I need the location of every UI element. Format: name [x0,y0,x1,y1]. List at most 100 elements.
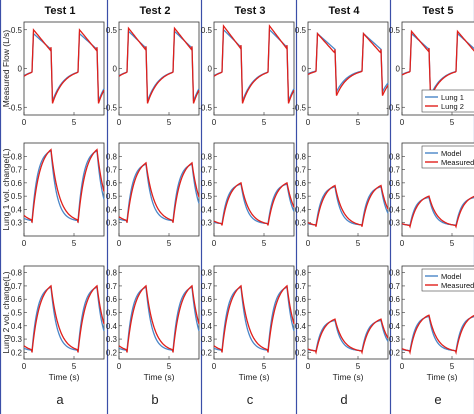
series-model [213,286,295,353]
y-tick-label: 0.4 [201,205,213,214]
panel-letter-e: e [434,392,441,407]
y-tick-label: 0.6 [201,179,213,188]
y-tick-label: 0.7 [201,166,213,175]
legend-label: Lung 2 [441,102,464,111]
x-tick-label: 5 [450,362,455,371]
y-tick-label: 0.3 [389,335,401,344]
y-tick-label: 0 [208,65,213,74]
y-tick-label: 0.6 [106,295,118,304]
y-tick-label: 0.8 [201,269,213,278]
panel-letter-c: c [247,392,254,407]
panel-r1-c4: -0.500.50 5 [292,21,389,127]
legend-label: Model [441,149,462,158]
y-tick-label: 0.7 [295,166,307,175]
series-lung-2 [23,28,105,104]
series-measured [118,284,200,353]
x-axis-label: Time (s) [427,372,458,382]
y-tick-label: 0 [302,65,307,74]
y-tick-label: 0.7 [201,282,213,291]
y-tick-label: -0.5 [198,103,212,112]
y-tick-label: 0.5 [295,26,307,35]
y-tick-label: 0.8 [295,152,307,161]
y-tick-label: 0.7 [389,282,401,291]
panel-r2-c3: 0.3 0.4 0.5 0.6 0.7 0.8 0 5 [201,142,295,248]
plot-frame [307,265,389,360]
series-model [118,286,200,353]
panel-r1-c1: -0.500.50 5 [8,21,105,127]
y-tick-label: 0.3 [295,219,307,228]
x-axis-label: Time (s) [49,372,80,382]
series-measured [118,161,200,223]
x-tick-label: 5 [262,118,267,127]
x-tick-label: 5 [450,118,455,127]
x-tick-label: 5 [356,118,361,127]
y-tick-label: 0.8 [106,152,118,161]
y-axis-label-row-1: Measured Flow (L/s) [1,30,11,108]
series-lung-2 [118,26,200,104]
column-title-4: Test 4 [329,5,361,17]
legend-label: Lung 1 [441,93,464,102]
y-tick-label: 0.5 [201,26,213,35]
y-tick-label: 0.3 [11,335,23,344]
y-tick-label: 0.7 [106,166,118,175]
y-tick-label: 0.4 [106,205,118,214]
y-tick-label: 0.6 [11,179,23,188]
series-model [23,286,105,353]
x-tick-label: 5 [356,239,361,248]
y-tick-label: 0.5 [106,192,118,201]
plot-frame [23,265,105,360]
y-tick-label: 0.4 [201,322,213,331]
column-title-1: Test 1 [45,5,76,17]
y-tick-label: 0.3 [106,335,118,344]
series-model [118,163,200,224]
plot-frame [213,265,295,360]
x-tick-label: 0 [22,239,27,248]
y-tick-label: 0.5 [295,192,307,201]
panel-r2-c4: 0.3 0.4 0.5 0.6 0.7 0.8 0 5 [295,142,389,248]
panel-letter-d: d [340,392,347,407]
y-tick-label: 0.2 [389,348,401,357]
y-tick-label: 0.5 [295,309,307,318]
plot-frame [118,265,200,360]
x-tick-label: 0 [212,362,217,371]
x-tick-label: 0 [400,362,405,371]
x-tick-label: 0 [117,239,122,248]
y-tick-label: 0.2 [11,348,23,357]
series-model [23,150,105,224]
series-measured [307,184,389,227]
x-tick-label: 0 [400,118,405,127]
series-measured [401,195,474,229]
y-tick-label: 0.5 [201,309,213,318]
series-lung-2 [213,24,295,104]
y-tick-label: 0.3 [201,335,213,344]
y-tick-label: 0.5 [11,309,23,318]
x-tick-label: 0 [22,118,27,127]
x-axis-label: Time (s) [144,372,175,382]
y-tick-label: 0.8 [11,269,23,278]
y-tick-label: 0.6 [106,179,118,188]
x-axis-label: Time (s) [333,372,364,382]
y-tick-label: 0 [113,65,118,74]
y-tick-label: 0.6 [201,295,213,304]
x-tick-label: 5 [167,362,172,371]
panel-letter-b: b [151,392,158,407]
series-measured [23,284,105,353]
series-lung-2 [401,29,474,99]
y-tick-label: 0.5 [389,192,401,201]
series-measured [23,148,105,223]
y-tick-label: 0.7 [11,282,23,291]
panel-letter-a: a [56,392,64,407]
y-tick-label: -0.5 [292,103,306,112]
y-tick-label: 0.6 [295,179,307,188]
plot-frame [213,142,295,237]
y-tick-label: 0.7 [11,166,23,175]
x-tick-label: 5 [356,362,361,371]
y-tick-label: 0.4 [11,322,23,331]
plot-frame [213,21,295,116]
